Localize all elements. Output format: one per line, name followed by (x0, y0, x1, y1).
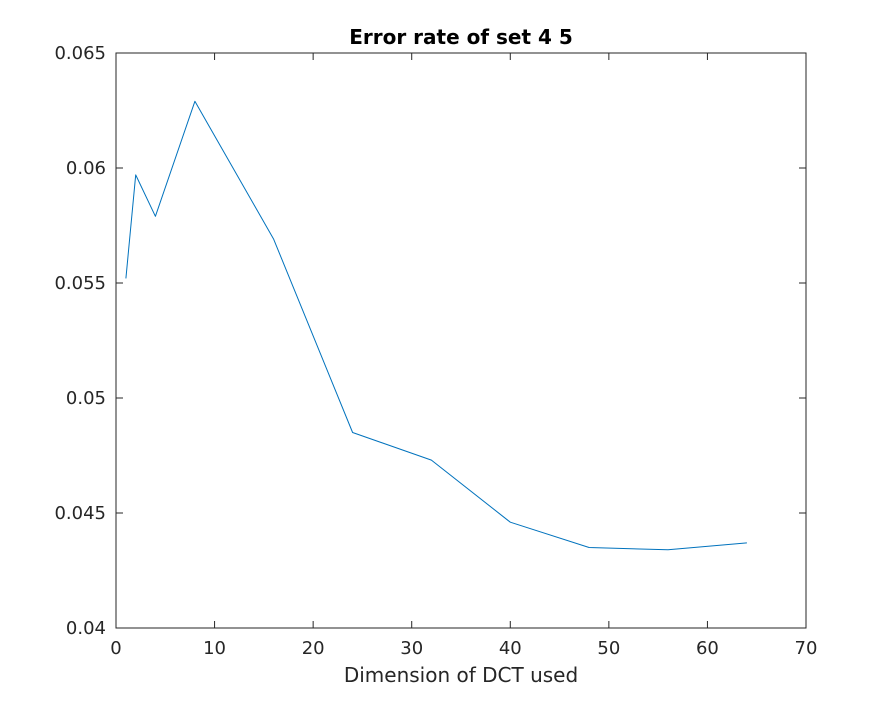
x-tick-label: 60 (696, 638, 719, 659)
series-layer (125, 100, 747, 551)
x-tick-label: 40 (499, 638, 522, 659)
y-tick-label: 0.05 (66, 388, 106, 409)
y-tick-label: 0.04 (66, 618, 106, 639)
y-tick-label: 0.065 (54, 43, 106, 64)
series-line (125, 100, 747, 551)
x-tick-label: 0 (110, 638, 121, 659)
x-tick-label: 50 (597, 638, 620, 659)
y-tick-label: 0.06 (66, 158, 106, 179)
y-tick-label: 0.045 (54, 503, 106, 524)
x-tick-label: 20 (302, 638, 325, 659)
chart-title: Error rate of set 4 5 (349, 25, 573, 49)
x-tick-label: 10 (203, 638, 226, 659)
plot-area (115, 52, 807, 629)
y-axis-ticks: 0.04 0.045 0.05 0.055 0.06 0.065 (54, 43, 806, 639)
x-axis-label: Dimension of DCT used (344, 663, 578, 687)
y-tick-label: 0.055 (54, 273, 106, 294)
x-axis-ticks: 0 10 20 30 40 50 60 70 (110, 53, 817, 659)
x-tick-label: 70 (795, 638, 818, 659)
x-tick-label: 30 (400, 638, 423, 659)
